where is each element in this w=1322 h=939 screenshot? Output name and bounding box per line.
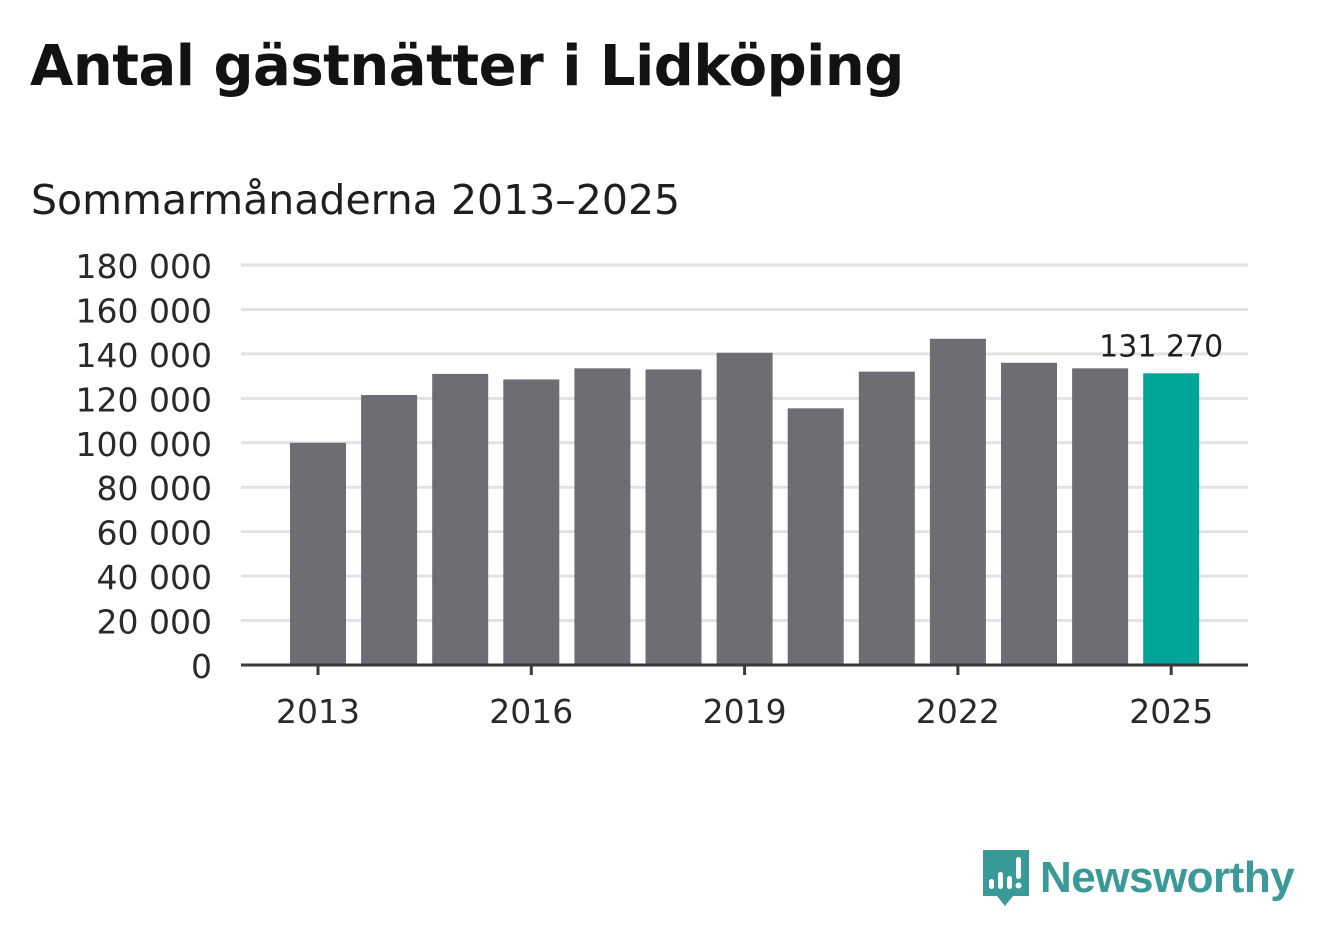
y-tick-label: 140 000 bbox=[76, 336, 212, 375]
brand-name: Newsworthy bbox=[1040, 853, 1295, 902]
x-tick-label: 2022 bbox=[916, 692, 1000, 731]
y-tick-label: 0 bbox=[191, 647, 212, 686]
y-tick-label: 180 000 bbox=[76, 247, 212, 286]
chart-title: Antal gästnätter i Lidköping bbox=[30, 34, 904, 99]
bar-2022 bbox=[929, 338, 986, 665]
data-labels: 131 270 bbox=[1099, 329, 1223, 364]
bars bbox=[290, 338, 1200, 665]
bar-2017 bbox=[574, 368, 631, 665]
bar-2025 bbox=[1143, 373, 1200, 665]
data-label-2025: 131 270 bbox=[1099, 329, 1223, 364]
x-tick-label: 2019 bbox=[703, 692, 787, 731]
x-tick-label: 2016 bbox=[489, 692, 573, 731]
bar-2018 bbox=[645, 369, 702, 665]
y-tick-label: 40 000 bbox=[97, 558, 212, 597]
bar-2020 bbox=[787, 408, 844, 665]
brand-logo: Newsworthy bbox=[980, 848, 1295, 908]
x-tick-label: 2025 bbox=[1129, 692, 1213, 731]
bar-2016 bbox=[503, 379, 560, 665]
y-tick-label: 60 000 bbox=[97, 514, 212, 553]
y-tick-label: 80 000 bbox=[97, 469, 212, 508]
bar-2015 bbox=[432, 373, 489, 665]
bar-2024 bbox=[1072, 368, 1129, 665]
bar-2023 bbox=[1001, 362, 1057, 665]
bar-2019 bbox=[716, 352, 773, 665]
bar-2014 bbox=[361, 395, 418, 665]
y-tick-label: 20 000 bbox=[97, 603, 212, 642]
bar-chart-speech-bubble-icon bbox=[983, 850, 1029, 906]
x-axis-ticks: 2013 2016 2019 2022 2025 bbox=[276, 665, 1213, 731]
y-tick-label: 160 000 bbox=[76, 291, 212, 330]
y-tick-label: 100 000 bbox=[76, 425, 212, 464]
chart-subtitle: Sommarmånaderna 2013–2025 bbox=[31, 176, 681, 224]
bar-2021 bbox=[858, 371, 915, 665]
x-tick-label: 2013 bbox=[276, 692, 360, 731]
y-tick-label: 120 000 bbox=[76, 380, 212, 419]
y-axis-ticks: 0 20 000 40 000 60 000 80 000 100 000 120 000 1… bbox=[76, 247, 212, 686]
bar-2013 bbox=[290, 442, 346, 665]
